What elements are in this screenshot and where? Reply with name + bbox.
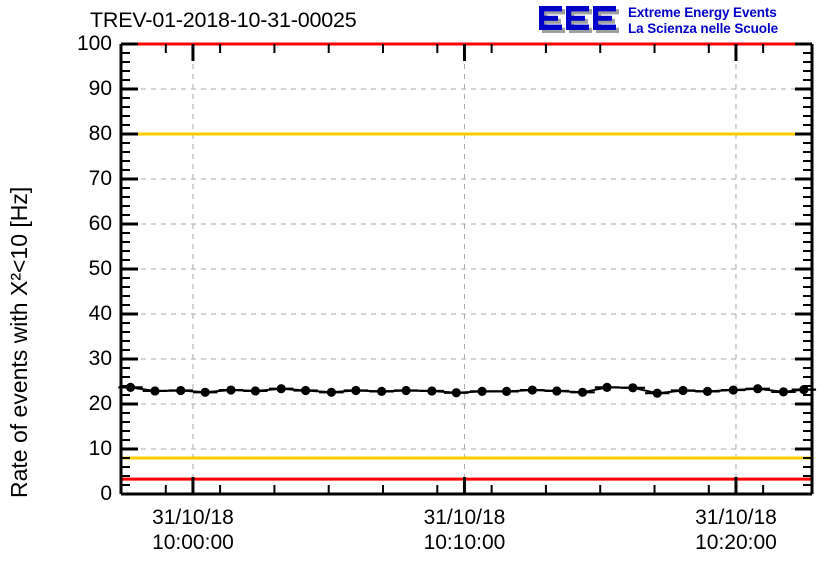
y-axis-title-text: Rate of events with X²<10 [Hz]: [6, 187, 32, 498]
eee-logo: Extreme Energy Events La Scienza nelle S…: [538, 4, 834, 42]
data-point-marker[interactable]: [577, 387, 588, 397]
x-tick-label: 31/10/18 10:10:00: [374, 505, 554, 555]
data-point-marker[interactable]: [602, 382, 612, 392]
data-point-marker[interactable]: [351, 385, 361, 396]
data-point-marker[interactable]: [451, 388, 461, 398]
data-point-marker[interactable]: [125, 382, 136, 392]
x-tick-label-date: 31/10/18: [695, 506, 777, 529]
y-tick-labels: 0 10 20 30 40 50 60 70 80 90 100: [44, 0, 112, 572]
x-tick-label-time: 10:20:00: [695, 531, 777, 554]
y-tick-label: 50: [88, 257, 112, 280]
x-tick-label-time: 10:00:00: [152, 531, 234, 554]
data-point-marker[interactable]: [628, 383, 638, 393]
data-point-marker[interactable]: [200, 387, 210, 397]
data-point-marker[interactable]: [250, 386, 260, 396]
page-title: TREV-01-2018-10-31-00025: [90, 8, 357, 32]
data-point-marker[interactable]: [150, 386, 160, 396]
y-tick-label: 10: [88, 437, 112, 460]
y-tick-label: 60: [88, 212, 112, 235]
y-axis-title-wrap: Rate of events with X²<10 [Hz]: [2, 28, 36, 498]
data-point-marker[interactable]: [226, 385, 236, 395]
y-tick-label: 20: [88, 392, 112, 415]
data-point-marker[interactable]: [678, 385, 688, 396]
data-point-marker[interactable]: [501, 386, 512, 396]
y-tick-label: 90: [88, 77, 112, 100]
data-point-marker[interactable]: [477, 386, 487, 396]
data-point-marker[interactable]: [753, 384, 763, 394]
data-point-marker[interactable]: [527, 385, 537, 395]
eee-logo-text: Extreme Energy Events La Scienza nelle S…: [628, 5, 778, 36]
data-point-marker[interactable]: [401, 385, 411, 396]
data-point-marker[interactable]: [276, 384, 286, 394]
x-tick-label: 31/10/18 10:20:00: [646, 505, 826, 555]
y-tick-label: 80: [88, 122, 112, 145]
data-point-marker[interactable]: [427, 386, 437, 396]
eee-logo-line2: La Scienza nelle Scuole: [628, 20, 779, 36]
y-tick-label: 30: [88, 347, 112, 370]
data-point-marker[interactable]: [728, 385, 738, 395]
data-point-marker[interactable]: [176, 385, 186, 396]
data-point-marker[interactable]: [552, 386, 562, 396]
data-point-marker[interactable]: [326, 387, 337, 397]
y-axis-title: Rate of events with X²<10 [Hz]: [6, 187, 32, 498]
x-tick-label-time: 10:10:00: [423, 531, 506, 554]
data-point-marker[interactable]: [702, 386, 713, 396]
y-tick-label: 40: [88, 302, 112, 325]
data-point-marker[interactable]: [301, 385, 311, 396]
data-point-marker[interactable]: [377, 386, 387, 396]
x-tick-label: 31/10/18 10:00:00: [103, 505, 283, 555]
x-tick-label-date: 31/10/18: [152, 506, 234, 529]
data-point-marker[interactable]: [778, 387, 789, 397]
y-tick-label: 0: [100, 482, 112, 505]
x-tick-label-date: 31/10/18: [423, 506, 506, 529]
eee-logo-line1: Extreme Energy Events: [628, 5, 777, 20]
eee-logo-mark: [539, 6, 619, 33]
y-tick-label: 100: [76, 32, 112, 55]
y-tick-label: 70: [88, 167, 112, 190]
data-point-marker[interactable]: [652, 388, 662, 398]
data-point-marker[interactable]: [799, 385, 809, 395]
data-series-line: [130, 386, 804, 395]
